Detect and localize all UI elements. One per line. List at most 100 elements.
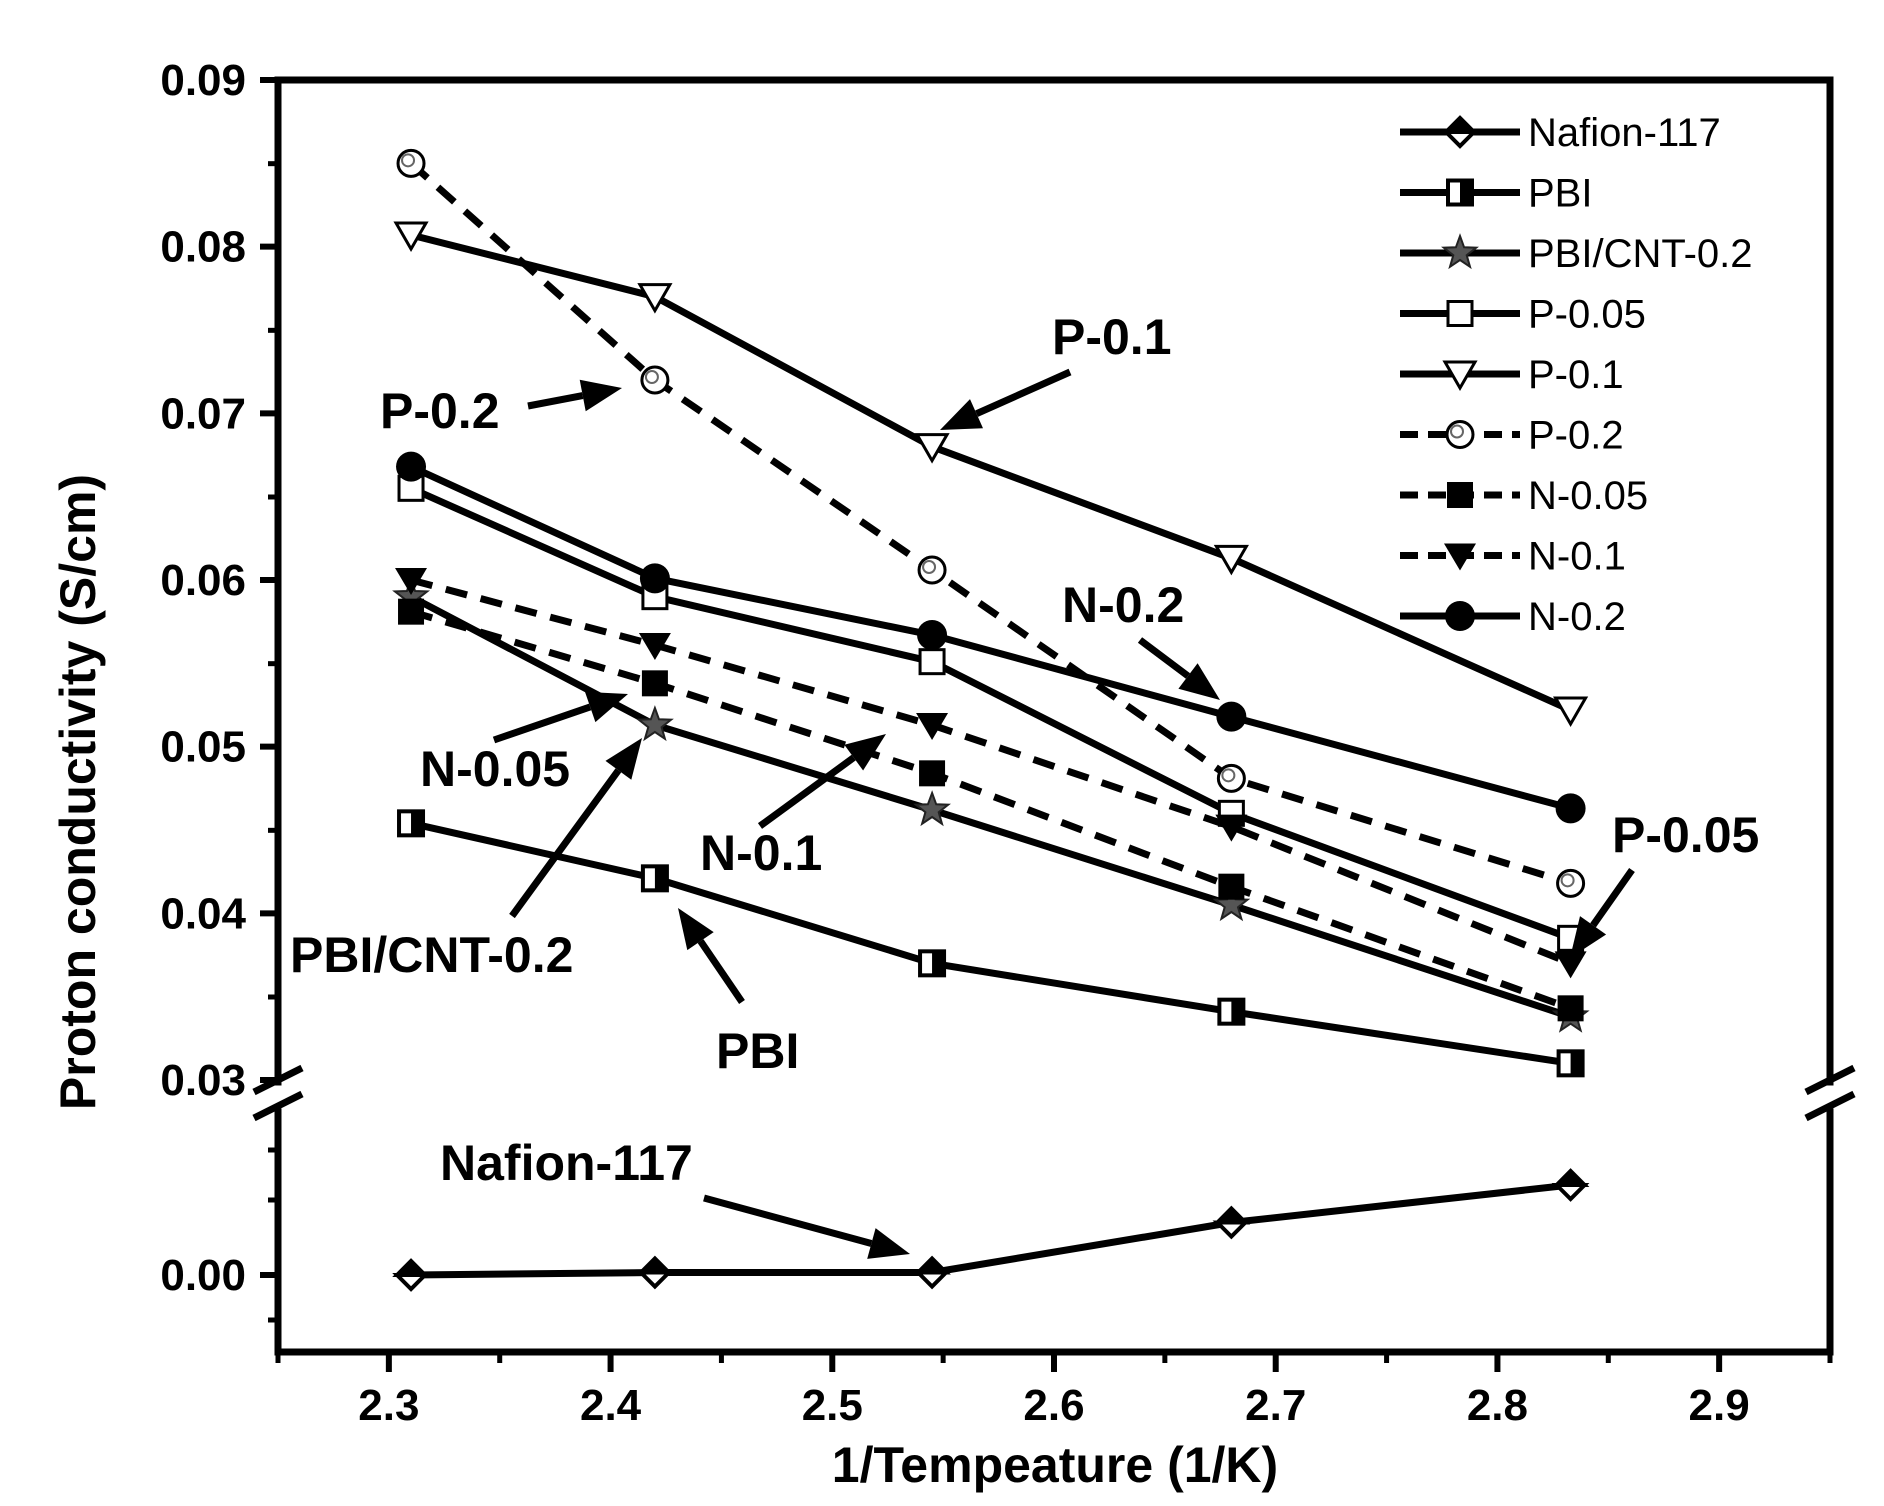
- data-point-n-0-05: [1557, 995, 1584, 1022]
- annotation-nafion-117: Nafion-117: [440, 1135, 910, 1259]
- series-line-p-0-2: [408, 160, 1572, 887]
- y-tick-label: 0.09: [160, 56, 246, 105]
- annotation-arrow-shaft: [1590, 867, 1635, 928]
- annotation-arrow-head: [940, 399, 983, 430]
- legend-marker-n-0-05: [1447, 482, 1473, 508]
- annotation-arrow-shaft: [697, 939, 745, 1004]
- legend-marker-pbi-cnt-0-2: [1441, 233, 1479, 270]
- data-point-pbi: [918, 949, 947, 978]
- data-point-n-0-2: [1216, 701, 1247, 732]
- annotation-arrow-head: [605, 738, 642, 780]
- series-line-n-0-2: [409, 463, 1572, 812]
- annotation-label-pbi: PBI: [716, 1023, 799, 1079]
- annotation-arrow-head: [585, 691, 628, 723]
- axis-ticks: 0.03 0.04 0.05 0.06 0.07 0.08 0.09 0.00 2.3 2.4 2.…: [160, 56, 1833, 1430]
- data-point-nafion-117: [636, 1255, 674, 1290]
- data-point-n-0-2: [1555, 793, 1586, 824]
- x-tick-label: 2.6: [1023, 1381, 1084, 1430]
- annotation-label-p-0-05: P-0.05: [1612, 807, 1759, 863]
- series-line-nafion-117: [410, 1181, 1571, 1279]
- legend-label-p-0-2: P-0.2: [1528, 414, 1624, 458]
- data-point-pbi: [1217, 997, 1246, 1026]
- data-point-p-0-1: [1552, 696, 1589, 728]
- annotation-label-n-0-1: N-0.1: [700, 825, 822, 881]
- data-point-n-0-1: [1215, 814, 1248, 842]
- y-tick-label: 0.06: [160, 556, 246, 605]
- data-point-n-0-05: [919, 760, 946, 787]
- series-layer: [392, 148, 1590, 1292]
- annotation-n-0-05: N-0.05: [420, 691, 628, 797]
- series-line-p-0-05: [409, 485, 1572, 942]
- annotation-n-0-1: N-0.1: [700, 734, 886, 881]
- data-point-nafion-117: [392, 1258, 430, 1292]
- annotation-arrow-shaft: [757, 754, 856, 829]
- legend-label-nafion-117: Nafion-117: [1528, 111, 1721, 155]
- legend-label-p-0-1: P-0.1: [1528, 353, 1624, 397]
- legend-label-n-0-2: N-0.2: [1528, 595, 1626, 639]
- axis-break-mark: [252, 1090, 304, 1122]
- series-line-n-0-1: [410, 576, 1572, 967]
- data-point-n-0-05: [641, 670, 668, 697]
- annotation-arrow-head: [1570, 916, 1607, 958]
- x-axis-title: 1/Tempeature (1/K): [832, 1437, 1278, 1493]
- legend: Nafion-117 PBI PBI/CNT-0.2 P-0.05 P-0.1 P-0.2…: [1400, 111, 1753, 639]
- axis-break-mark: [1804, 1090, 1856, 1122]
- data-point-p-0-2: [396, 148, 426, 178]
- data-point-pbi-cnt-0-2: [913, 790, 951, 827]
- data-point-n-0-1: [638, 633, 671, 660]
- annotation-p-0-05: P-0.05: [1570, 807, 1759, 958]
- y-tick-label: 0.07: [160, 389, 246, 438]
- data-point-pbi: [1556, 1049, 1585, 1078]
- legend-label-p-0-05: P-0.05: [1528, 293, 1646, 337]
- y-tick-label: 0.04: [160, 889, 246, 938]
- annotation-arrow-shaft: [703, 1194, 873, 1247]
- series-line-n-0-05: [410, 608, 1572, 1012]
- x-tick-label: 2.9: [1689, 1381, 1750, 1430]
- axis-break-mark: [1804, 1064, 1856, 1096]
- annotation-arrow-shaft: [509, 768, 622, 919]
- data-point-n-0-2: [639, 563, 670, 594]
- annotation-layer: P-0.1 P-0.2 N-0.2 N-0.05 N-0.1 PBI/CNT-0.2 PBI…: [290, 309, 1759, 1259]
- data-point-n-0-05: [398, 598, 425, 625]
- annotation-n-0-2: N-0.2: [1062, 577, 1220, 700]
- data-point-p-0-2: [1216, 763, 1246, 793]
- y-tick-label: 0.00: [160, 1251, 246, 1300]
- annotation-arrow-head: [678, 908, 714, 951]
- annotation-arrow-shaft: [1137, 637, 1191, 679]
- annotation-p-0-2: P-0.2: [380, 379, 622, 439]
- annotation-pbi-cnt-0-2: PBI/CNT-0.2: [290, 738, 642, 983]
- legend-label-pbi-cnt-0-2: PBI/CNT-0.2: [1528, 232, 1753, 276]
- data-point-nafion-117: [913, 1255, 951, 1290]
- annotation-arrow-head: [867, 1228, 910, 1259]
- annotation-arrow-shaft: [492, 703, 592, 744]
- data-point-p-0-2: [1556, 868, 1586, 898]
- data-point-n-0-1: [916, 713, 949, 740]
- legend-marker-p-0-1: [1442, 360, 1478, 392]
- x-tick-label: 2.7: [1245, 1381, 1306, 1430]
- data-point-p-0-05: [918, 648, 946, 676]
- legend-marker-nafion-117: [1441, 115, 1479, 149]
- annotation-arrow-head: [579, 379, 622, 412]
- x-tick-label: 2.3: [358, 1381, 419, 1430]
- data-point-nafion-117: [1551, 1168, 1590, 1202]
- data-point-p-0-1: [1213, 544, 1249, 576]
- series-line-pbi: [410, 819, 1572, 1067]
- legend-marker-p-0-05: [1446, 300, 1474, 327]
- legend-marker-pbi: [1446, 178, 1474, 207]
- annotation-label-p-0-1: P-0.1: [1052, 309, 1172, 365]
- legend-marker-p-0-2: [1445, 420, 1475, 449]
- annotation-pbi: PBI: [678, 908, 799, 1079]
- y-tick-label: 0.08: [160, 223, 246, 272]
- legend-marker-n-0-1: [1444, 543, 1476, 571]
- annotation-p-0-1: P-0.1: [940, 309, 1172, 430]
- data-point-nafion-117: [1212, 1205, 1251, 1240]
- annotation-arrow-head: [1178, 663, 1220, 700]
- data-point-n-0-1: [395, 568, 428, 595]
- legend-label-n-0-05: N-0.05: [1528, 474, 1648, 518]
- annotation-label-nafion-117: Nafion-117: [440, 1135, 693, 1191]
- annotation-label-p-0-2: P-0.2: [380, 383, 500, 439]
- data-point-p-0-2: [640, 365, 670, 395]
- y-tick-label: 0.03: [160, 1056, 246, 1105]
- data-point-n-0-2: [396, 451, 427, 482]
